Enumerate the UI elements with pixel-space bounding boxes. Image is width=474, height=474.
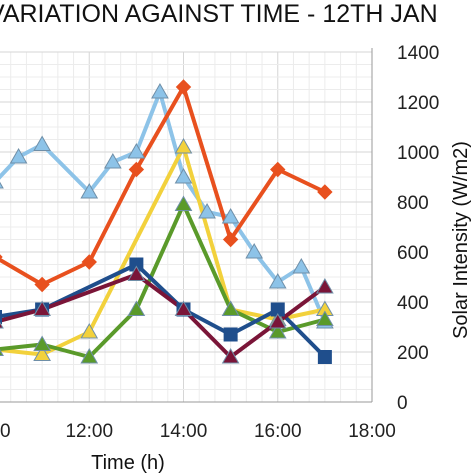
data-point-marker: [245, 242, 264, 259]
data-point-marker: [174, 137, 193, 154]
data-point-marker: [223, 327, 238, 342]
y-tick-label: 0: [397, 393, 408, 414]
data-point-marker: [80, 322, 99, 339]
data-point-marker: [198, 202, 216, 219]
data-point-marker: [292, 257, 311, 274]
data-point-marker: [80, 347, 99, 364]
data-point-marker: [268, 322, 287, 339]
data-point-marker: [33, 335, 51, 351]
data-point-marker: [81, 254, 97, 270]
data-point-marker: [174, 167, 193, 184]
data-point-marker: [0, 310, 2, 324]
data-point-marker: [80, 182, 99, 199]
data-point-marker: [127, 265, 146, 281]
y-axis-label: Solar Intensity (W/m2): [450, 141, 472, 339]
y-tick-label: 400: [397, 293, 429, 314]
series-line: [0, 90, 327, 324]
data-point-marker: [0, 321, 4, 329]
data-point-marker: [0, 181, 4, 189]
data-point-marker: [268, 312, 287, 329]
x-tick-label: 16:00: [254, 421, 302, 442]
data-point-marker: [33, 135, 51, 151]
series-line: [0, 85, 327, 287]
axes: [0, 48, 373, 403]
data-point-marker: [268, 272, 287, 289]
y-tick-label: 200: [397, 343, 429, 364]
data-point-marker: [0, 349, 4, 356]
data-point-marker: [175, 79, 192, 95]
data-point-marker: [270, 161, 286, 178]
data-point-marker: [127, 142, 146, 159]
chart-title: VARIATION AGAINST TIME - 12TH JAN: [0, 0, 438, 28]
data-point-marker: [174, 195, 193, 211]
x-tick-label: 18:00: [348, 421, 396, 442]
data-point-marker: [34, 276, 50, 293]
data-point-marker: [316, 310, 334, 326]
data-point-marker: [221, 300, 240, 316]
y-tick-label: 800: [397, 193, 429, 214]
data-point-marker: [151, 82, 169, 99]
data-point-marker: [317, 350, 332, 364]
data-point-marker: [174, 300, 193, 316]
data-point-marker: [0, 254, 3, 260]
x-axis-label: Time (h): [91, 452, 165, 474]
x-tick-label: 0: [0, 421, 11, 442]
data-point-marker: [270, 302, 285, 317]
tick-labels: 0 200 400 600 800 1000 1200 1400 0 12:00 14:00 16:0…: [0, 43, 439, 442]
data-point-marker: [316, 277, 334, 294]
data-point-marker: [127, 300, 146, 316]
y-tick-label: 1400: [397, 43, 439, 64]
markers-group: [0, 79, 334, 364]
y-tick-label: 1200: [397, 93, 439, 114]
x-tick-label: 14:00: [160, 421, 208, 442]
x-tick-label: 12:00: [65, 421, 113, 442]
data-point-marker: [103, 152, 122, 169]
data-point-marker: [317, 184, 333, 200]
y-tick-label: 600: [397, 243, 429, 264]
data-point-marker: [222, 231, 239, 248]
data-point-marker: [129, 257, 144, 272]
data-point-marker: [128, 161, 145, 178]
data-point-marker: [9, 147, 28, 164]
data-point-marker: [33, 300, 51, 316]
data-point-marker: [33, 345, 51, 361]
data-point-marker: [221, 207, 240, 224]
data-point-marker: [221, 347, 240, 364]
y-tick-label: 1000: [397, 143, 439, 164]
